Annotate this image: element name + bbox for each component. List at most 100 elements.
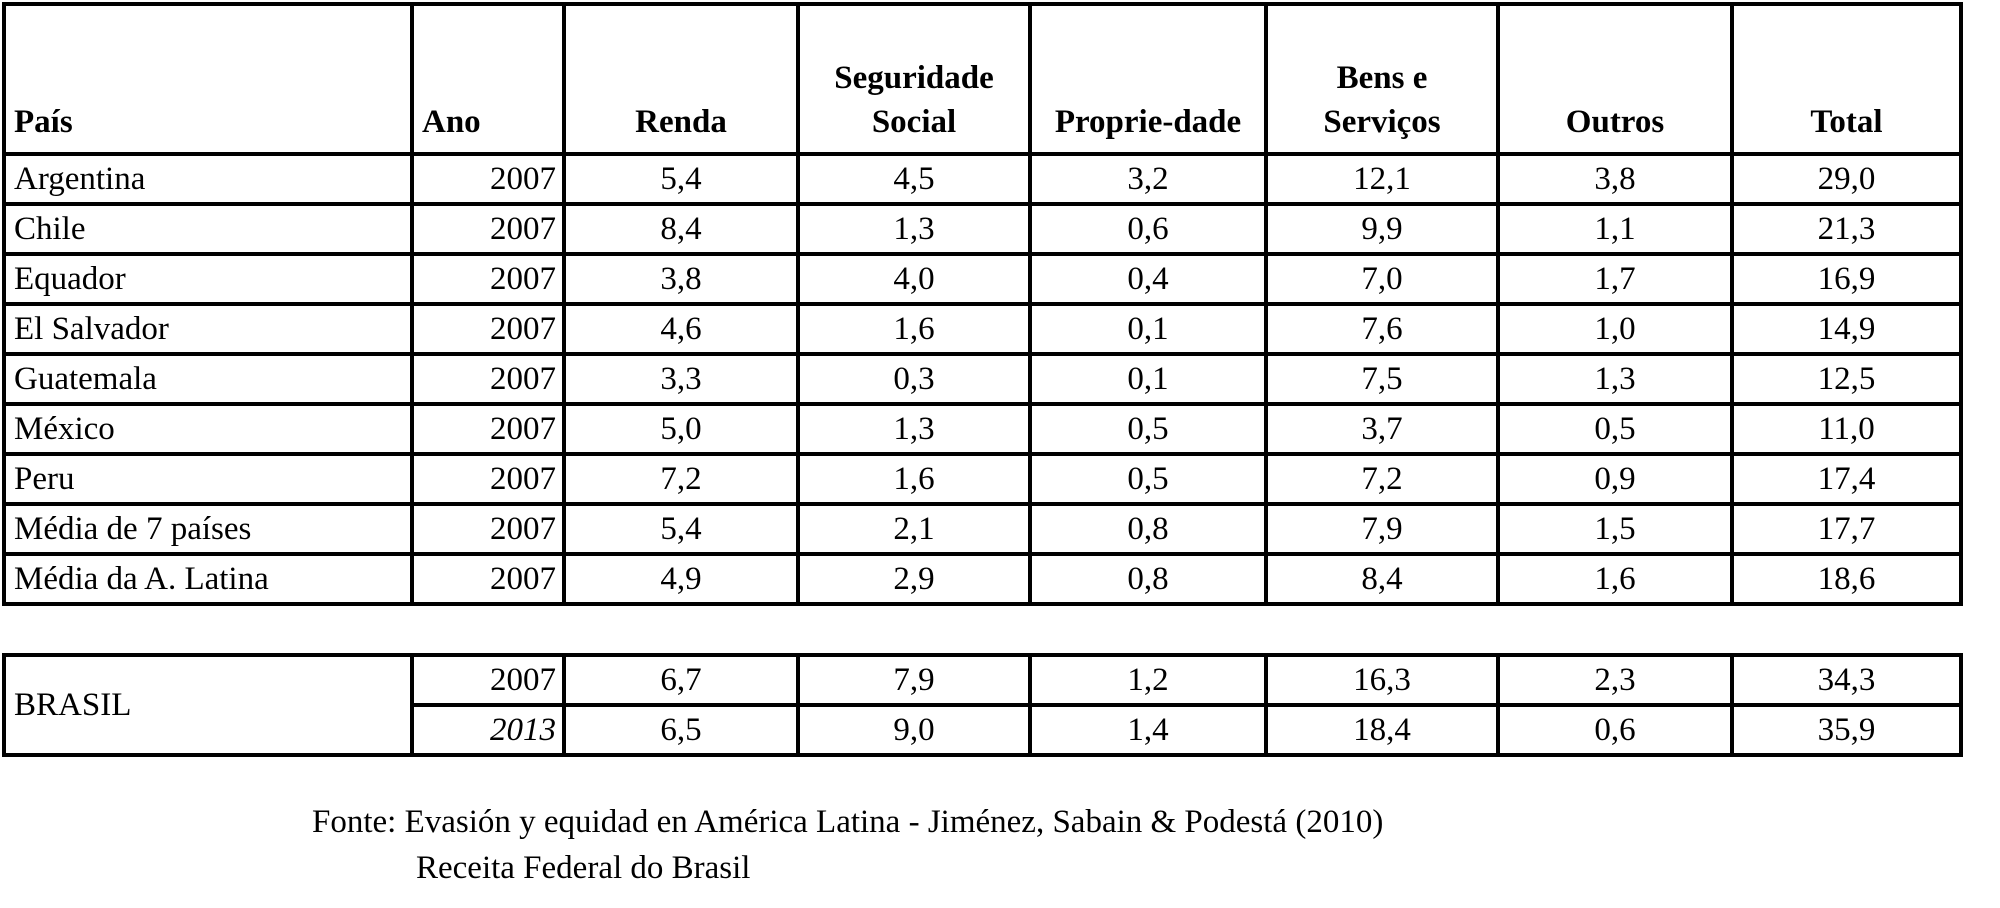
year-cell: 2007 bbox=[410, 252, 566, 306]
value-cell: 0,9 bbox=[1496, 452, 1734, 506]
country-cell: México bbox=[2, 402, 414, 456]
value-cell: 8,4 bbox=[1264, 552, 1500, 606]
country-cell: Argentina bbox=[2, 152, 414, 206]
country-cell: Chile bbox=[2, 202, 414, 256]
value-cell: 0,4 bbox=[1028, 252, 1268, 306]
value-cell: 6,5 bbox=[562, 703, 800, 757]
country-cell: Peru bbox=[2, 452, 414, 506]
value-cell: 16,3 bbox=[1264, 653, 1500, 707]
table-row: Chile 2007 8,4 1,3 0,6 9,9 1,1 21,3 bbox=[2, 202, 1963, 256]
header-propriedade: Proprie-dade bbox=[1028, 2, 1268, 156]
value-cell: 1,1 bbox=[1496, 202, 1734, 256]
year-cell: 2007 bbox=[410, 202, 566, 256]
value-cell: 8,4 bbox=[562, 202, 800, 256]
value-cell: 35,9 bbox=[1730, 703, 1963, 757]
value-cell: 7,0 bbox=[1264, 252, 1500, 306]
country-cell: Equador bbox=[2, 252, 414, 306]
value-cell: 21,3 bbox=[1730, 202, 1963, 256]
table-row: 2013 6,5 9,0 1,4 18,4 0,6 35,9 bbox=[4, 703, 1963, 757]
tax-burden-table: País Ano Renda Seguridade Social Proprie… bbox=[2, 2, 1963, 606]
value-cell: 1,6 bbox=[796, 452, 1032, 506]
value-cell: 5,4 bbox=[562, 502, 800, 556]
header-outros: Outros bbox=[1496, 2, 1734, 156]
value-cell: 0,6 bbox=[1496, 703, 1734, 757]
value-cell: 4,6 bbox=[562, 302, 800, 356]
value-cell: 9,9 bbox=[1264, 202, 1500, 256]
year-cell: 2007 bbox=[410, 402, 566, 456]
value-cell: 0,5 bbox=[1028, 452, 1268, 506]
value-cell: 7,9 bbox=[796, 653, 1032, 707]
value-cell: 0,1 bbox=[1028, 302, 1268, 356]
value-cell: 1,4 bbox=[1028, 703, 1268, 757]
value-cell: 1,3 bbox=[796, 402, 1032, 456]
table-row: Equador 2007 3,8 4,0 0,4 7,0 1,7 16,9 bbox=[2, 252, 1963, 306]
table-row: El Salvador 2007 4,6 1,6 0,1 7,6 1,0 14,… bbox=[2, 302, 1963, 356]
country-cell: Média de 7 países bbox=[2, 502, 414, 556]
value-cell: 3,7 bbox=[1264, 402, 1500, 456]
year-cell: 2013 bbox=[410, 703, 566, 757]
value-cell: 0,3 bbox=[796, 352, 1032, 406]
country-cell: Guatemala bbox=[2, 352, 414, 406]
value-cell: 4,9 bbox=[562, 552, 800, 606]
value-cell: 2,3 bbox=[1496, 653, 1734, 707]
value-cell: 1,5 bbox=[1496, 502, 1734, 556]
header-ano: Ano bbox=[410, 2, 566, 156]
year-cell: 2007 bbox=[410, 152, 566, 206]
value-cell: 5,0 bbox=[562, 402, 800, 456]
table-row: México 2007 5,0 1,3 0,5 3,7 0,5 11,0 bbox=[2, 402, 1963, 456]
header-total: Total bbox=[1730, 2, 1963, 156]
value-cell: 2,9 bbox=[796, 552, 1032, 606]
value-cell: 1,7 bbox=[1496, 252, 1734, 306]
country-cell: El Salvador bbox=[2, 302, 414, 356]
value-cell: 17,4 bbox=[1730, 452, 1963, 506]
header-pais: País bbox=[2, 2, 414, 156]
country-cell: BRASIL bbox=[2, 653, 414, 757]
value-cell: 1,2 bbox=[1028, 653, 1268, 707]
table-row: Argentina 2007 5,4 4,5 3,2 12,1 3,8 29,0 bbox=[2, 152, 1963, 206]
year-cell: 2007 bbox=[410, 352, 566, 406]
source-line-1: Fonte: Evasión y equidad en América Lati… bbox=[312, 804, 1384, 840]
value-cell: 7,9 bbox=[1264, 502, 1500, 556]
value-cell: 18,6 bbox=[1730, 552, 1963, 606]
country-cell: Média da A. Latina bbox=[2, 552, 414, 606]
year-cell: 2007 bbox=[410, 653, 566, 707]
table-row: Média de 7 países 2007 5,4 2,1 0,8 7,9 1… bbox=[2, 502, 1963, 556]
table-row: BRASIL 2007 6,7 7,9 1,2 16,3 2,3 34,3 bbox=[2, 653, 1963, 757]
value-cell: 0,5 bbox=[1028, 402, 1268, 456]
value-cell: 34,3 bbox=[1730, 653, 1963, 707]
value-cell: 3,3 bbox=[562, 352, 800, 406]
value-cell: 11,0 bbox=[1730, 402, 1963, 456]
header-bens-e-servicos: Bens e Serviços bbox=[1264, 2, 1500, 156]
value-cell: 18,4 bbox=[1264, 703, 1500, 757]
table-row: Média da A. Latina 2007 4,9 2,9 0,8 8,4 … bbox=[2, 552, 1963, 606]
value-cell: 29,0 bbox=[1730, 152, 1963, 206]
value-cell: 0,8 bbox=[1028, 552, 1268, 606]
year-cell: 2007 bbox=[410, 502, 566, 556]
value-cell: 1,3 bbox=[1496, 352, 1734, 406]
value-cell: 7,2 bbox=[1264, 452, 1500, 506]
value-cell: 12,1 bbox=[1264, 152, 1500, 206]
header-renda: Renda bbox=[562, 2, 800, 156]
value-cell: 2,1 bbox=[796, 502, 1032, 556]
value-cell: 0,1 bbox=[1028, 352, 1268, 406]
value-cell: 17,7 bbox=[1730, 502, 1963, 556]
header-row: País Ano Renda Seguridade Social Proprie… bbox=[2, 2, 1963, 156]
value-cell: 0,6 bbox=[1028, 202, 1268, 256]
value-cell: 3,8 bbox=[1496, 152, 1734, 206]
value-cell: 5,4 bbox=[562, 152, 800, 206]
value-cell: 12,5 bbox=[1730, 352, 1963, 406]
value-cell: 14,9 bbox=[1730, 302, 1963, 356]
value-cell: 4,5 bbox=[796, 152, 1032, 206]
value-cell: 6,7 bbox=[562, 653, 800, 707]
value-cell: 3,2 bbox=[1028, 152, 1268, 206]
table-row: Peru 2007 7,2 1,6 0,5 7,2 0,9 17,4 bbox=[2, 452, 1963, 506]
value-cell: 1,3 bbox=[796, 202, 1032, 256]
value-cell: 1,6 bbox=[1496, 552, 1734, 606]
value-cell: 16,9 bbox=[1730, 252, 1963, 306]
value-cell: 0,8 bbox=[1028, 502, 1268, 556]
year-cell: 2007 bbox=[410, 552, 566, 606]
value-cell: 7,2 bbox=[562, 452, 800, 506]
year-cell: 2007 bbox=[410, 302, 566, 356]
year-cell: 2007 bbox=[410, 452, 566, 506]
value-cell: 1,6 bbox=[796, 302, 1032, 356]
